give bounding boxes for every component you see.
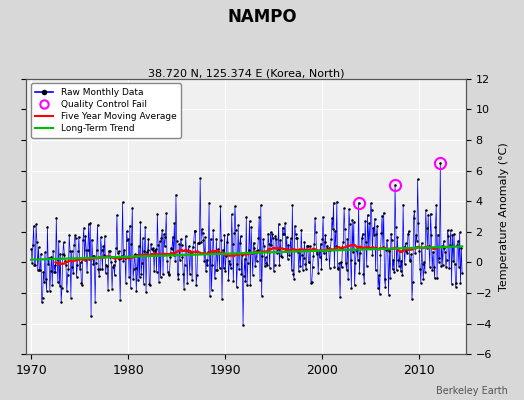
Y-axis label: Temperature Anomaly (°C): Temperature Anomaly (°C)	[499, 142, 509, 291]
Legend: Raw Monthly Data, Quality Control Fail, Five Year Moving Average, Long-Term Tren: Raw Monthly Data, Quality Control Fail, …	[31, 83, 181, 138]
Title: 38.720 N, 125.374 E (Korea, North): 38.720 N, 125.374 E (Korea, North)	[148, 68, 344, 78]
Text: Berkeley Earth: Berkeley Earth	[436, 386, 508, 396]
Text: NAMPO: NAMPO	[227, 8, 297, 26]
